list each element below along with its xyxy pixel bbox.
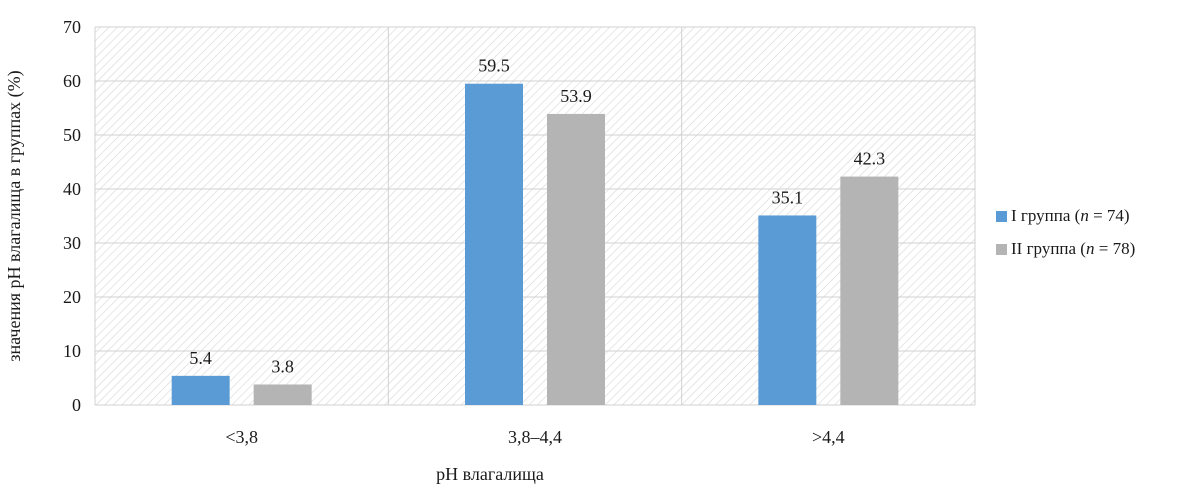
y-tick-label: 10 [63, 341, 81, 361]
x-tick-label: <3,8 [225, 427, 258, 447]
data-label: 35.1 [772, 187, 804, 207]
legend-item-group-2: II группа (n = 78) [996, 237, 1135, 261]
data-label: 59.5 [478, 56, 510, 76]
x-tick-label: >4,4 [812, 427, 845, 447]
data-label: 5.4 [189, 348, 212, 368]
bar-series-2-2 [547, 113, 605, 405]
x-axis-title: pH влагалища [436, 464, 544, 484]
legend-swatch-group-1 [996, 210, 1007, 222]
x-tick-label: 3,8–4,4 [508, 427, 562, 447]
y-tick-label: 40 [63, 179, 81, 199]
gridlines [94, 26, 976, 406]
legend-label-group-2: II группа (n = 78) [1011, 239, 1136, 258]
plot-area [95, 27, 975, 405]
y-tick-label: 70 [63, 17, 81, 37]
bar-series-1-1 [171, 375, 230, 405]
x-axis-ticks: <3,8 3,8–4,4 >4,4 [225, 427, 844, 447]
y-axis-title: значения pH влагалища в группах (%) [4, 70, 25, 361]
legend-swatch-group-2 [996, 243, 1007, 255]
data-label: 53.9 [560, 86, 592, 106]
data-label: 42.3 [854, 149, 886, 169]
y-tick-label: 30 [63, 233, 81, 253]
legend-label-group-1: I группа (n = 74) [1011, 206, 1130, 225]
bar-series-1-2 [465, 83, 523, 405]
y-tick-label: 60 [63, 71, 81, 91]
bar-series-2-3 [840, 176, 899, 405]
y-tick-label: 20 [63, 287, 81, 307]
bar-series-2-1 [253, 384, 312, 405]
y-tick-label: 50 [63, 125, 81, 145]
legend: I группа (n = 74) II группа (n = 78) [996, 204, 1135, 270]
bars [171, 83, 899, 405]
data-label: 3.8 [271, 356, 294, 376]
y-axis-ticks: 0 10 20 30 40 50 60 70 [63, 17, 81, 415]
y-tick-label: 0 [72, 395, 81, 415]
bar-series-1-3 [758, 215, 817, 405]
legend-item-group-1: I группа (n = 74) [996, 204, 1135, 228]
data-labels: 5.4 3.8 59.5 53.9 35.1 42.3 [189, 56, 885, 377]
